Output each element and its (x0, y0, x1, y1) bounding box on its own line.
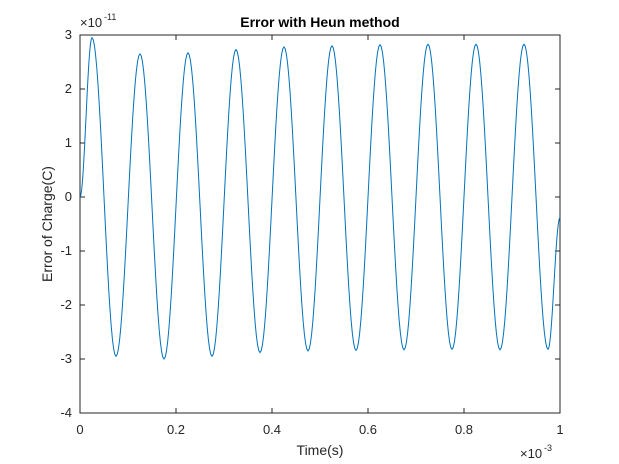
y-tick-label: -2 (60, 297, 72, 312)
x-tick-label: 0.6 (359, 422, 377, 437)
x-multiplier: ×10 -3 (520, 443, 552, 461)
y-tick-label: 2 (65, 81, 72, 96)
y-tick-label: 3 (65, 27, 72, 42)
y-tick-label: -3 (60, 351, 72, 366)
x-axis-ticks: 0 0.2 0.4 0.6 0.8 1 (76, 35, 564, 437)
x-multiplier-exponent: -3 (544, 443, 552, 453)
x-tick-label: 0 (76, 422, 83, 437)
x-tick-label: 1 (556, 422, 563, 437)
chart-title: Error with Heun method (240, 14, 399, 30)
y-tick-label: 0 (65, 189, 72, 204)
y-tick-label: 1 (65, 135, 72, 150)
y-multiplier-exponent: -11 (104, 12, 116, 22)
x-multiplier-base: ×10 (520, 446, 542, 461)
x-tick-label: 0.2 (167, 422, 185, 437)
plot-area (79, 34, 561, 414)
y-axis-ticks: -4 -3 -2 -1 0 1 2 3 (60, 27, 560, 420)
y-tick-label: -1 (60, 243, 72, 258)
x-tick-label: 0.8 (455, 422, 473, 437)
y-tick-label: -4 (60, 405, 72, 420)
y-multiplier: ×10 -11 (80, 12, 116, 30)
x-axis-label: Time(s) (297, 442, 344, 458)
y-multiplier-base: ×10 (80, 15, 102, 30)
y-axis-label: Error of Charge(C) (39, 166, 55, 282)
x-tick-label: 0.4 (263, 422, 281, 437)
series-line (79, 36, 561, 360)
